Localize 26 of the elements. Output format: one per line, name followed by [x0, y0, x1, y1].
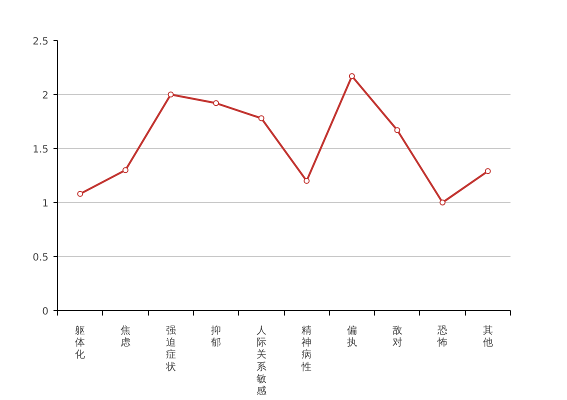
point [168, 92, 174, 98]
point [77, 190, 84, 197]
x-tick-label: 偏执 [346, 324, 357, 349]
x-tick-label: 敌对 [392, 326, 402, 349]
x-tick-label: 躯体化 [75, 326, 86, 361]
point [348, 73, 355, 80]
x-tick-label: 抑郁 [211, 324, 222, 349]
point [394, 127, 400, 134]
y-tick-label: 0 [42, 306, 49, 318]
point [122, 167, 128, 174]
y-tick-label: 2 [42, 90, 49, 102]
y-tick-label: 1.5 [32, 144, 49, 156]
y-tick-label: 0.5 [32, 252, 49, 264]
x-tick-label: 恐怖 [436, 326, 448, 349]
x-tick-label: 焦虑 [120, 324, 130, 349]
x-tick-label: 人际关系敏感 [256, 326, 266, 397]
y-tick-label: 2.5 [32, 36, 49, 48]
y-tick-label: 1 [42, 198, 49, 210]
point [440, 200, 446, 206]
x-tick-label: 强迫症状 [164, 326, 176, 373]
x-tick-label: 精神病性 [300, 324, 312, 373]
point [484, 168, 491, 174]
point [213, 100, 220, 106]
point [304, 178, 310, 184]
point [258, 115, 264, 122]
x-tick-label: 其他 [482, 324, 493, 349]
